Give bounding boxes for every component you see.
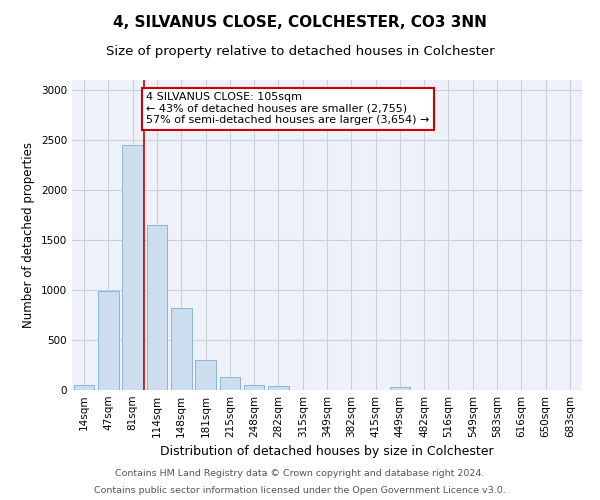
Bar <box>268 386 289 390</box>
Bar <box>195 360 216 390</box>
Text: Contains HM Land Registry data © Crown copyright and database right 2024.: Contains HM Land Registry data © Crown c… <box>115 468 485 477</box>
X-axis label: Distribution of detached houses by size in Colchester: Distribution of detached houses by size … <box>160 446 494 458</box>
Bar <box>74 384 94 390</box>
Y-axis label: Number of detached properties: Number of detached properties <box>22 142 35 328</box>
Bar <box>98 290 119 390</box>
Text: Size of property relative to detached houses in Colchester: Size of property relative to detached ho… <box>106 45 494 58</box>
Bar <box>389 387 410 390</box>
Text: Contains public sector information licensed under the Open Government Licence v3: Contains public sector information licen… <box>94 486 506 495</box>
Bar <box>171 308 191 390</box>
Bar <box>146 225 167 390</box>
Bar <box>220 377 240 390</box>
Text: 4, SILVANUS CLOSE, COLCHESTER, CO3 3NN: 4, SILVANUS CLOSE, COLCHESTER, CO3 3NN <box>113 15 487 30</box>
Bar <box>244 385 265 390</box>
Bar <box>122 145 143 390</box>
Text: 4 SILVANUS CLOSE: 105sqm
← 43% of detached houses are smaller (2,755)
57% of sem: 4 SILVANUS CLOSE: 105sqm ← 43% of detach… <box>146 92 430 125</box>
